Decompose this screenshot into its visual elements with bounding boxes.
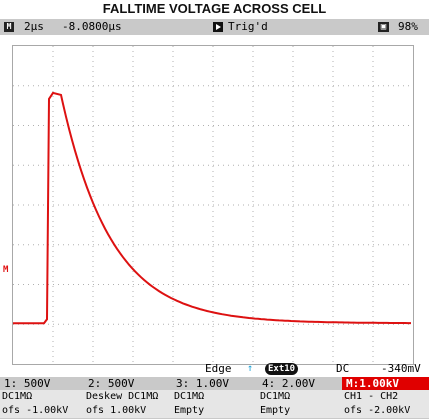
battery-level: 98%	[398, 20, 418, 33]
channel-1-info[interactable]: 1: 500V DC1MΩ ofs -1.00kV	[0, 377, 84, 419]
trigger-status: Trig'd	[228, 20, 268, 33]
math-channel-marker: M	[3, 265, 9, 275]
trigger-level[interactable]: -340mV	[381, 362, 421, 375]
oscilloscope-screen: M 2µs -8.0800µs Trig'd ▣ 98% M Edge ↑ Ex…	[0, 19, 429, 419]
channel-3-offset: Empty	[172, 404, 258, 418]
trigger-info: Edge ↑ Ext10 DC -340mV	[0, 362, 429, 376]
channel-4-scale: 4: 2.00V	[262, 377, 315, 390]
channel-1-coupling: DC1MΩ	[0, 390, 84, 404]
mode-icon[interactable]: M	[4, 22, 14, 32]
channel-1-offset: ofs -1.00kV	[0, 404, 84, 418]
status-bar: M 2µs -8.0800µs Trig'd ▣ 98%	[0, 19, 429, 35]
rising-edge-icon: ↑	[247, 363, 254, 374]
position-readout[interactable]: -8.0800µs	[62, 20, 122, 33]
trigger-status-icon	[213, 22, 223, 32]
page-title: FALLTIME VOLTAGE ACROSS CELL	[102, 1, 327, 16]
math-channel-info[interactable]: M:1.00kV CH1 - CH2 ofs -2.00kV	[342, 377, 429, 419]
channel-2-offset: ofs 1.00kV	[84, 404, 172, 418]
timebase-readout[interactable]: 2µs	[24, 20, 44, 33]
channel-3-info[interactable]: 3: 1.00V DC1MΩ Empty	[172, 377, 258, 419]
channel-4-coupling: DC1MΩ	[258, 390, 342, 404]
channel-bar: 1: 500V DC1MΩ ofs -1.00kV 2: 500V Deskew…	[0, 377, 429, 419]
channel-2-info[interactable]: 2: 500V Deskew DC1MΩ ofs 1.00kV	[84, 377, 172, 419]
math-channel-scale: M:1.00kV	[342, 377, 429, 390]
waveform-trace	[13, 91, 411, 325]
channel-3-scale: 3: 1.00V	[176, 377, 229, 390]
math-channel-offset: ofs -2.00kV	[342, 404, 429, 418]
channel-2-scale: 2: 500V	[88, 377, 135, 390]
waveform-display	[12, 45, 414, 365]
battery-icon: ▣	[378, 22, 389, 32]
trigger-coupling[interactable]: DC	[336, 362, 350, 375]
waveform-grid	[13, 46, 413, 364]
channel-1-scale: 1: 500V	[4, 377, 51, 390]
channel-4-offset: Empty	[258, 404, 342, 418]
math-channel-function: CH1 - CH2	[342, 390, 429, 404]
channel-2-coupling: Deskew DC1MΩ	[84, 390, 172, 404]
channel-4-info[interactable]: 4: 2.00V DC1MΩ Empty	[258, 377, 342, 419]
trigger-type[interactable]: Edge	[205, 362, 232, 375]
channel-3-coupling: DC1MΩ	[172, 390, 258, 404]
trigger-source[interactable]: Ext10	[265, 363, 299, 375]
